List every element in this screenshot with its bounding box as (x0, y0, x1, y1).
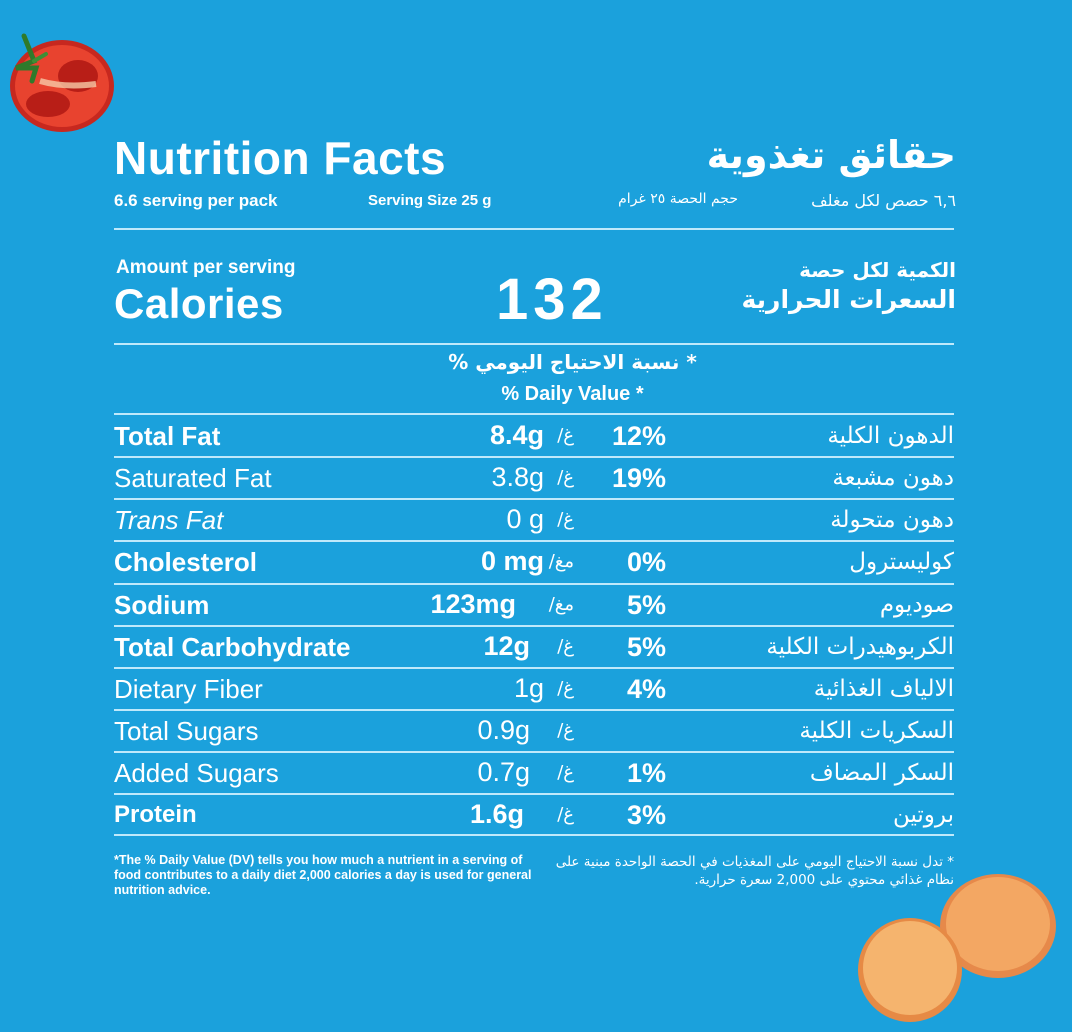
nutrient-name: Sodium (114, 590, 210, 620)
nutrient-name-arabic: صوديوم (879, 592, 954, 618)
divider (114, 413, 954, 415)
nutrient-name: Total Sugars (114, 716, 259, 746)
serving-size-english: Serving Size 25 g (368, 192, 492, 209)
nutrient-name-arabic: الالياف الغذائية (813, 676, 954, 702)
title-arabic: حقائق تغذوية (706, 133, 956, 177)
nutrient-daily-value: 1% (626, 758, 666, 788)
divider (114, 343, 954, 345)
nutrient-name: Trans Fat (114, 505, 224, 535)
nutrient-name-arabic: دهون متحولة (830, 507, 954, 533)
divider (114, 498, 954, 500)
divider (114, 667, 954, 669)
nutrient-name: Protein (114, 801, 197, 828)
nutrient-name-arabic: كوليسترول (849, 549, 954, 575)
nutrient-amount: 8.4g (489, 420, 544, 450)
daily-value-header-english: % Daily Value * (501, 383, 644, 405)
nutrient-row-saturated-fat: Saturated Fat 3.8g غ/ 19% دهون مشبعة (114, 457, 954, 499)
divider (114, 751, 954, 753)
nutrient-row-total-carbohydrate: Total Carbohydrate 12g غ/ 5% الكربوهيدرا… (114, 626, 954, 668)
footnote-english: *The % Daily Value (DV) tells you how mu… (114, 853, 532, 897)
nutrient-unit-arabic: مغ/ (548, 551, 574, 572)
divider (114, 793, 954, 795)
divider (114, 583, 954, 585)
amount-per-serving-label: Amount per serving (116, 257, 296, 278)
nutrient-row-cholesterol: Cholesterol 0 mg مغ/ 0% كوليسترول (114, 541, 954, 583)
calories-label: Calories (114, 280, 284, 327)
nutrient-daily-value: 5% (626, 632, 666, 662)
servings-per-pack-arabic: ٦,٦ حصص لكل مغلف (811, 191, 956, 210)
nutrient-daily-value: 12% (611, 421, 666, 451)
amount-per-serving-arabic: الكمية لكل حصة (799, 258, 956, 282)
nutrient-unit-arabic: غ/ (557, 467, 574, 488)
nutrient-name: Dietary Fiber (114, 674, 263, 704)
nutrient-unit-arabic: غ/ (557, 509, 574, 530)
nutrient-name-arabic: الدهون الكلية (827, 423, 954, 449)
nutrient-row-dietary-fiber: Dietary Fiber 1g غ/ 4% الالياف الغذائية (114, 668, 954, 710)
nutrient-row-total-fat: Total Fat 8.4g غ/ 12% الدهون الكلية (114, 415, 954, 457)
nutrient-name: Total Fat (114, 421, 221, 451)
nutrient-unit-arabic: غ/ (557, 425, 574, 446)
nutrient-name-arabic: بروتين (892, 802, 954, 828)
nutrient-amount: 0.7g (477, 757, 530, 787)
nutrient-unit-arabic: غ/ (557, 678, 574, 699)
divider (114, 709, 954, 711)
nutrient-amount: 1.6g (469, 799, 524, 829)
nutrient-row-sodium: Sodium 123mg مغ/ 5% صوديوم (114, 584, 954, 626)
divider (114, 228, 954, 230)
calories-value: 132 (496, 267, 608, 332)
nutrient-row-total-sugars: Total Sugars 0.9g غ/ السكريات الكلية (114, 710, 954, 752)
divider (114, 540, 954, 542)
daily-value-header-arabic: * نسبة الاحتياج اليومي % (448, 350, 697, 374)
nutrient-amount: 0.9g (477, 715, 530, 745)
nutrient-amount: 3.8g (491, 462, 544, 492)
servings-per-pack-english: 6.6 serving per pack (114, 191, 278, 210)
divider (114, 625, 954, 627)
title-english: Nutrition Facts (114, 132, 447, 184)
nutrient-row-added-sugars: Added Sugars 0.7g غ/ 1% السكر المضاف (114, 752, 954, 794)
nutrient-name-arabic: الكربوهيدرات الكلية (766, 634, 954, 660)
footnote-arabic: * تدل نسبة الاحتياج اليومي على المغذيات … (555, 854, 954, 888)
nutrient-name: Cholesterol (114, 547, 258, 577)
nutrient-name-arabic: دهون مشبعة (832, 465, 954, 491)
nutrient-name: Added Sugars (114, 758, 279, 788)
nutrient-row-protein: Protein 1.6g غ/ 3% بروتين (114, 794, 954, 836)
nutrient-daily-value: 5% (626, 590, 666, 620)
calories-label-arabic: السعرات الحرارية (741, 285, 957, 314)
nutrient-unit-arabic: غ/ (557, 762, 574, 783)
nutrient-unit-arabic: غ/ (557, 636, 574, 657)
nutrient-daily-value: 0% (626, 547, 666, 577)
nutrient-unit-arabic: غ/ (557, 804, 574, 825)
nutrient-unit-arabic: غ/ (557, 720, 574, 741)
divider (114, 456, 954, 458)
potato-chips-icon (858, 874, 1056, 1022)
nutrient-daily-value: 19% (611, 463, 666, 493)
divider (114, 834, 954, 836)
nutrient-name-arabic: السكر المضاف (809, 760, 954, 786)
nutrient-row-trans-fat: Trans Fat 0 g غ/ دهون متحولة (114, 499, 954, 541)
nutrient-amount: 0 g (506, 504, 544, 534)
nutrient-amount: 12g (483, 631, 530, 661)
nutrient-daily-value: 4% (626, 674, 666, 704)
nutrient-unit-arabic: مغ/ (548, 594, 574, 615)
nutrient-amount: 123mg (430, 589, 516, 619)
serving-size-arabic: حجم الحصة ٢٥ غرام (618, 191, 738, 207)
nutrient-daily-value: 3% (626, 800, 666, 830)
nutrient-amount: 0 mg (480, 546, 544, 576)
nutrient-name: Saturated Fat (114, 463, 272, 493)
tomato-half-icon (10, 33, 114, 132)
nutrient-name: Total Carbohydrate (114, 632, 351, 662)
nutrient-name-arabic: السكريات الكلية (799, 718, 954, 744)
nutrient-amount: 1g (513, 673, 544, 703)
